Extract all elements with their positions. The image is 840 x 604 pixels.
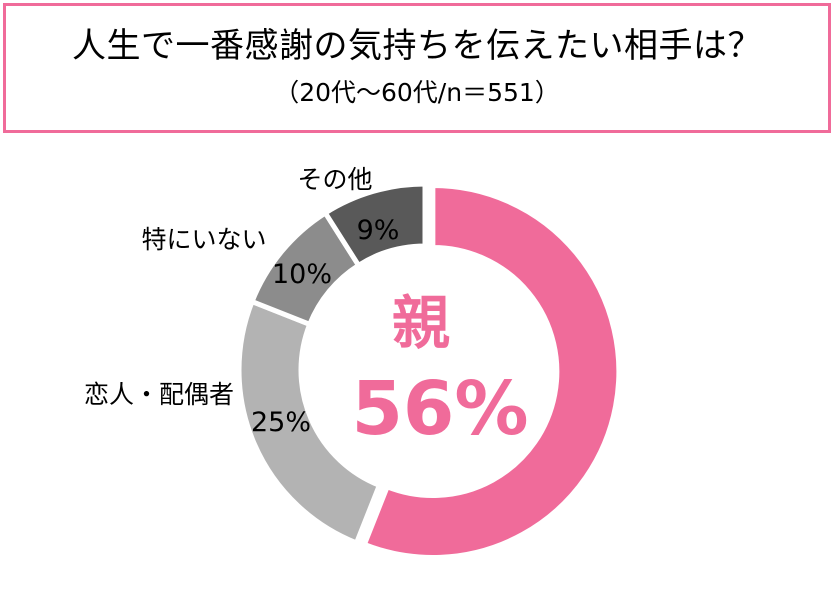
slice-category-label-2: 恋人・配偶者: [84, 380, 234, 409]
donut-slice-2: [236, 298, 383, 547]
slice-value-label-2: 25%: [251, 407, 311, 438]
donut-slice-1: [361, 182, 622, 560]
title-box: 人生で一番感謝の気持ちを伝えたい相手は？ （20代～60代/n＝551）: [3, 3, 831, 133]
slice-value-label-4: 9%: [357, 215, 400, 246]
slice-category-label-4: その他: [297, 165, 372, 194]
slice-value-label-3: 10%: [272, 259, 332, 290]
chart-subtitle: （20代～60代/n＝551）: [274, 78, 560, 107]
center-label: 親: [392, 289, 450, 357]
chart-title: 人生で一番感謝の気持ちを伝えたい相手は？: [72, 26, 762, 66]
donut-slice-4: [321, 181, 428, 269]
center-value: 56%: [351, 366, 528, 452]
slice-category-label-3: 特にいない: [141, 225, 266, 254]
